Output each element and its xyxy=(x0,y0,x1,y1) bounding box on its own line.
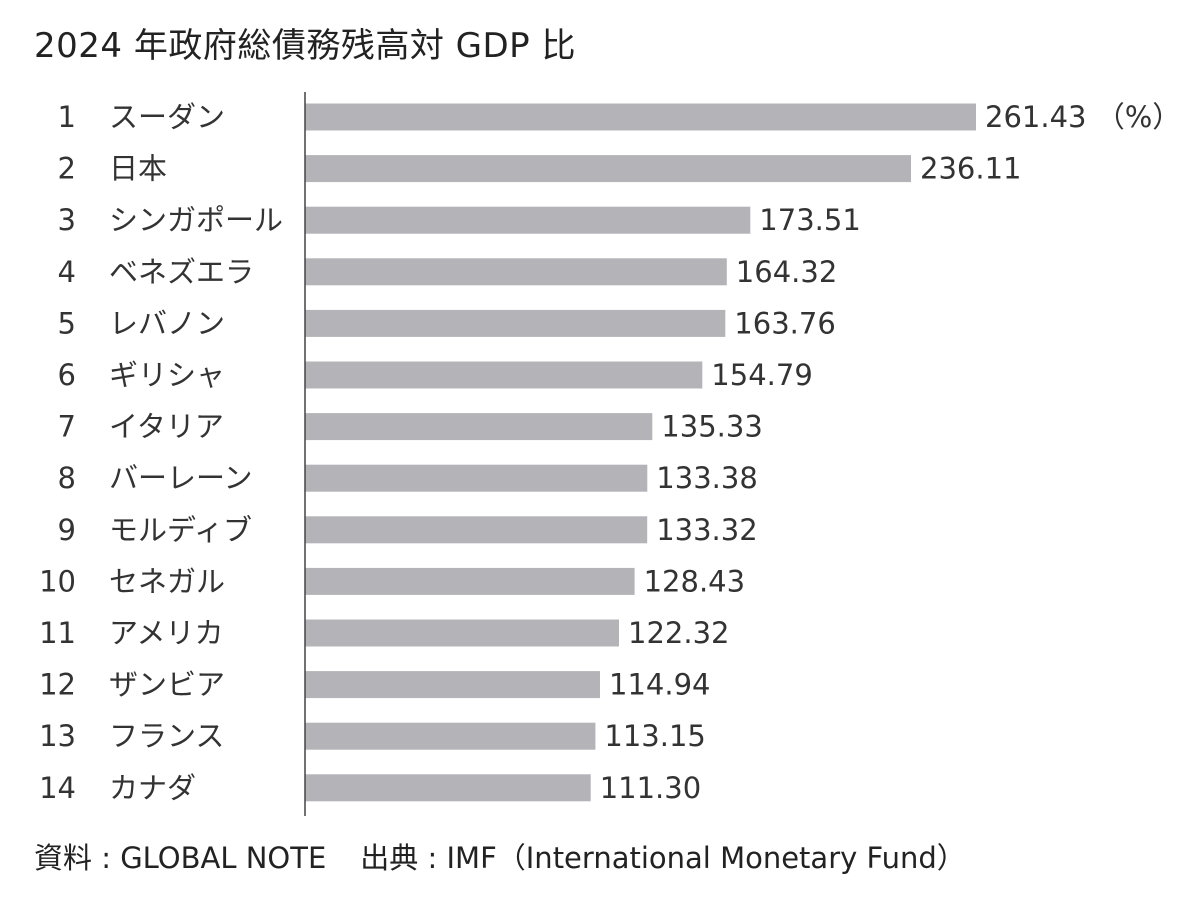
data-label: 128.43 xyxy=(644,564,745,598)
bar-1 xyxy=(305,103,976,131)
category-label: フランス xyxy=(109,719,224,753)
category-label: アメリカ xyxy=(109,616,224,650)
bar-11 xyxy=(305,619,619,647)
bar-3 xyxy=(305,206,751,234)
data-label: 163.76 xyxy=(734,306,835,340)
data-label: 261.43 （%） xyxy=(985,100,1181,134)
rank-label: 10 xyxy=(39,564,76,598)
category-label: セネガル xyxy=(109,564,225,598)
rank-label: 8 xyxy=(58,461,76,495)
category-label: ベネズエラ xyxy=(109,255,254,289)
rank-label: 4 xyxy=(58,255,76,289)
rank-label: 12 xyxy=(39,668,76,702)
source-text: 資料 : GLOBAL NOTE xyxy=(34,841,327,875)
bar-2 xyxy=(305,155,911,183)
bar-4 xyxy=(305,258,727,286)
rank-label: 2 xyxy=(58,152,76,186)
category-label: レバノン xyxy=(109,306,225,340)
category-label: シンガポール xyxy=(109,203,283,237)
rank-label: 5 xyxy=(58,306,76,340)
data-label: 111.30 xyxy=(600,771,701,805)
rank-label: 3 xyxy=(58,203,76,237)
chart-footer: 資料 : GLOBAL NOTE 出典 : IMF（International M… xyxy=(34,834,966,882)
category-label: ザンビア xyxy=(109,668,225,702)
rank-label: 13 xyxy=(39,719,76,753)
rank-label: 6 xyxy=(58,358,76,392)
data-label: 236.11 xyxy=(920,152,1021,186)
rank-label: 1 xyxy=(58,100,76,134)
rank-label: 9 xyxy=(58,513,76,547)
chart-title: 2024 年政府総債務残高対 GDP 比 xyxy=(34,26,576,66)
bar-7 xyxy=(305,413,653,441)
bar-9 xyxy=(305,516,648,544)
rank-label: 11 xyxy=(39,616,76,650)
bar-13 xyxy=(305,722,596,750)
category-label: ギリシャ xyxy=(109,358,225,392)
data-label: 113.15 xyxy=(604,719,705,753)
data-label: 133.38 xyxy=(656,461,757,495)
category-label: イタリア xyxy=(109,410,224,444)
category-label: バーレーン xyxy=(109,461,253,495)
category-label: カナダ xyxy=(109,771,196,805)
category-label: スーダン xyxy=(109,100,225,134)
rank-label: 7 xyxy=(58,410,76,444)
rank-label: 14 xyxy=(39,771,76,805)
bar-6 xyxy=(305,361,703,389)
bar-12 xyxy=(305,671,600,699)
category-label: モルディブ xyxy=(109,513,252,547)
data-label: 173.51 xyxy=(759,203,860,237)
data-label: 133.32 xyxy=(656,513,757,547)
origin-text: 出典 : IMF（International Monetary Fund） xyxy=(360,841,966,875)
data-label: 164.32 xyxy=(736,255,837,289)
data-label: 114.94 xyxy=(609,668,710,702)
data-label: 154.79 xyxy=(711,358,812,392)
data-label: 122.32 xyxy=(628,616,729,650)
bar-8 xyxy=(305,464,648,492)
category-label: 日本 xyxy=(109,152,167,186)
data-label: 135.33 xyxy=(661,410,762,444)
bar-10 xyxy=(305,567,635,595)
bar-14 xyxy=(305,774,591,802)
bar-5 xyxy=(305,309,726,337)
